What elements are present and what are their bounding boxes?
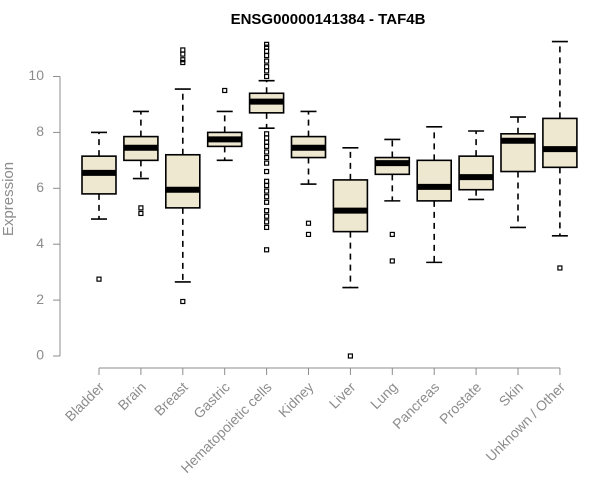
outlier-point	[96, 276, 102, 282]
outlier-point	[264, 154, 270, 161]
box-liver	[332, 146, 369, 359]
outlier-point	[222, 87, 228, 94]
outlier-point	[389, 258, 395, 264]
outlier-point	[264, 131, 270, 137]
x-tick-label: Unknown / Other	[482, 379, 568, 465]
y-tick-label: 6	[36, 179, 44, 195]
outlier-point	[180, 57, 186, 63]
y-tick-label: 2	[36, 291, 44, 307]
iqr-box	[542, 117, 578, 169]
outlier-point	[180, 298, 186, 305]
outlier-point	[138, 210, 144, 217]
y-axis-label: Expression	[0, 162, 17, 236]
y-tick-label: 10	[28, 67, 44, 83]
box-gastric	[206, 87, 243, 162]
outlier-point	[138, 205, 144, 211]
box-bladder	[81, 131, 117, 282]
outlier-point	[264, 199, 270, 205]
x-tick-label: Kidney	[275, 379, 317, 421]
y-tick-label: 4	[36, 235, 44, 251]
y-tick-label: 8	[36, 123, 44, 139]
plot-area	[81, 40, 578, 359]
outlier-point	[180, 47, 186, 53]
x-tick-label: Breast	[151, 379, 191, 419]
outlier-point	[264, 194, 270, 200]
outlier-point	[264, 64, 270, 70]
outlier-point	[264, 182, 270, 189]
outlier-point	[264, 58, 270, 64]
x-tick-label: Skin	[496, 379, 527, 410]
y-axis: 0 2 4 6 8 10	[28, 67, 61, 363]
box-skin	[500, 116, 536, 229]
box-kidney	[290, 110, 327, 238]
outlier-point	[264, 73, 270, 80]
outlier-point	[264, 160, 270, 166]
outlier-point	[264, 208, 270, 214]
outlier-point	[347, 353, 353, 359]
x-tick-label: Bladder	[62, 379, 108, 425]
iqr-box	[165, 153, 201, 209]
chart-title: ENSG00000141384 - TAF4B	[231, 11, 426, 28]
outlier-point	[305, 231, 312, 238]
outlier-point	[557, 265, 563, 271]
box-lung	[374, 138, 411, 264]
x-tick-label: Pancreas	[389, 379, 442, 432]
box-pancreas	[416, 126, 453, 264]
outlier-point	[264, 143, 270, 149]
outlier-point	[264, 224, 270, 231]
iqr-box	[458, 155, 494, 191]
outlier-point	[389, 231, 395, 238]
box-hematopoietic-cells	[248, 41, 285, 253]
iqr-box	[332, 179, 369, 233]
x-tick-label: Prostate	[436, 379, 484, 427]
outlier-point	[264, 52, 270, 59]
outlier-point	[264, 178, 270, 184]
outlier-point	[264, 219, 270, 225]
x-tick-label: Liver	[326, 379, 359, 412]
outlier-point	[264, 149, 270, 155]
x-tick-label: Brain	[115, 379, 149, 413]
box-breast	[165, 47, 201, 305]
iqr-box	[416, 159, 453, 202]
outlier-point	[264, 48, 270, 54]
y-tick-label: 0	[36, 347, 44, 363]
outlier-point	[264, 188, 270, 194]
box-brain	[123, 110, 159, 217]
outlier-point	[264, 68, 270, 74]
outlier-point	[264, 213, 270, 219]
outlier-point	[180, 59, 186, 66]
outlier-point	[264, 247, 270, 253]
outlier-point	[264, 44, 270, 50]
box-prostate	[458, 130, 494, 201]
outlier-point	[264, 41, 270, 47]
outlier-point	[264, 168, 270, 175]
outlier-point	[264, 135, 270, 141]
outlier-point	[264, 139, 270, 145]
x-tick-label: Lung	[367, 379, 400, 412]
outlier-point	[180, 51, 186, 57]
outlier-point	[305, 220, 312, 226]
box-unknown-other	[542, 40, 578, 271]
